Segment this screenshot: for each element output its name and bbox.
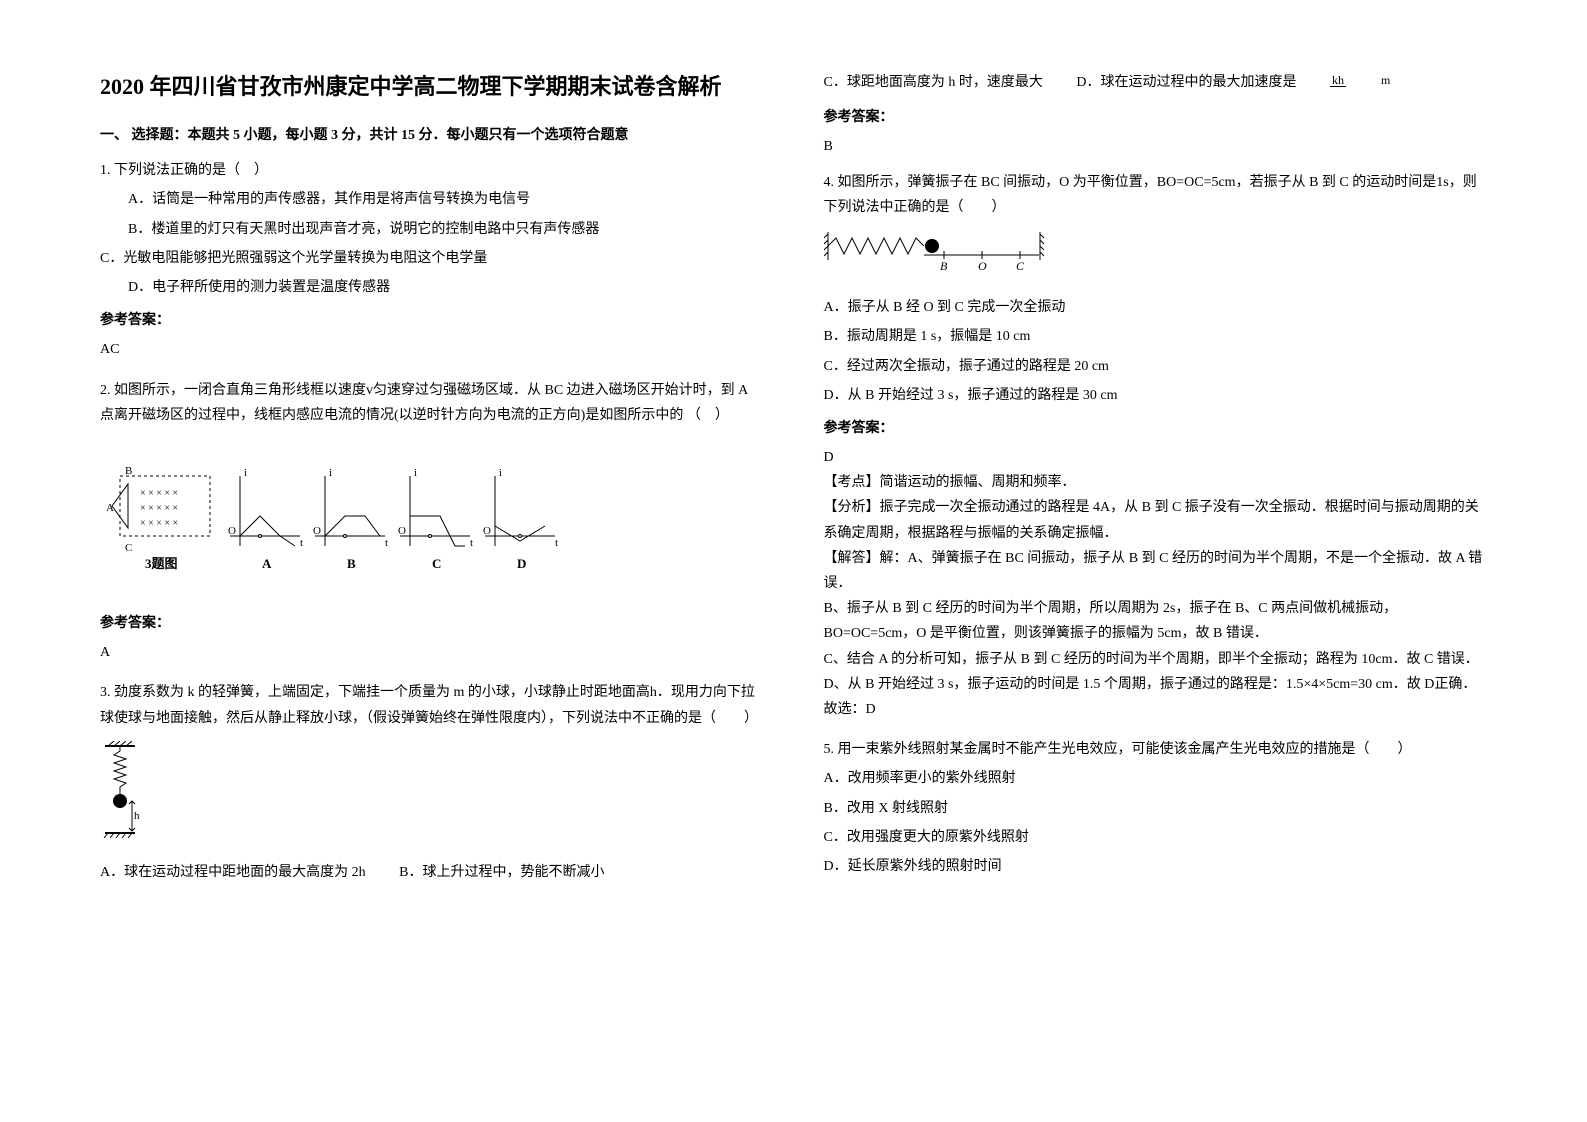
q4-figure: BOC: [824, 230, 1054, 281]
q1-ans: AC: [100, 337, 764, 362]
q3-opt-d: D．球在运动过程中的最大加速度是 kh m: [1076, 70, 1452, 95]
q3-opt-a: A．球在运动过程中距地面的最大高度为 2h: [100, 860, 366, 885]
svg-text:C: C: [1016, 259, 1025, 272]
q1-stem: 1. 下列说法正确的是（ ）: [100, 158, 764, 183]
q3-stem: 3. 劲度系数为 k 的轻弹簧，上端固定，下端挂一个质量为 m 的小球，小球静止…: [100, 680, 764, 730]
svg-text:B: B: [125, 465, 132, 477]
q3-opts-ab: A．球在运动过程中距地面的最大高度为 2h B．球上升过程中，势能不断减小: [100, 860, 764, 885]
q2-svg: × × × × × × × × × × × × × × ×: [100, 446, 560, 576]
q4-opt-d: D．从 B 开始经过 3 s，振子通过的路程是 30 cm: [824, 383, 1488, 408]
q4-exp-title: 【考点】简谐运动的振幅、周期和频率．: [824, 470, 1488, 495]
q3-d-frac: kh m: [1330, 74, 1422, 87]
svg-text:t: t: [385, 537, 388, 549]
q1-opt-c: C．光敏电阻能够把光照强弱这个光学量转换为电阻这个电学量: [100, 246, 764, 271]
svg-text:× × × × ×: × × × × ×: [140, 503, 178, 514]
question-4: 4. 如图所示，弹簧振子在 BC 间振动，O 为平衡位置，BO=OC=5cm，若…: [824, 170, 1488, 723]
q5-opt-a: A．改用频率更小的紫外线照射: [824, 766, 1488, 791]
svg-text:i: i: [329, 467, 332, 479]
q4-stem: 4. 如图所示，弹簧振子在 BC 间振动，O 为平衡位置，BO=OC=5cm，若…: [824, 170, 1488, 220]
frac-den: m: [1379, 74, 1392, 86]
left-column: 2020 年四川省甘孜市州康定中学高二物理下学期期末试卷含解析 一、 选择题：本…: [100, 70, 764, 1052]
q3-svg: h: [100, 741, 140, 841]
question-3: 3. 劲度系数为 k 的轻弹簧，上端固定，下端挂一个质量为 m 的小球，小球静止…: [100, 680, 764, 885]
q5-opt-b: B．改用 X 射线照射: [824, 796, 1488, 821]
svg-text:C: C: [432, 556, 441, 571]
q2-ans: A: [100, 640, 764, 665]
q4-exp-analysis: 【分析】振子完成一次全振动通过的路程是 4A，从 B 到 C 振子没有一次全振动…: [824, 495, 1488, 545]
doc-title: 2020 年四川省甘孜市州康定中学高二物理下学期期末试卷含解析: [100, 70, 764, 103]
svg-text:3题图: 3题图: [145, 556, 178, 571]
q4-exp-final: 故选：D: [824, 697, 1488, 722]
svg-text:O: O: [978, 259, 987, 272]
q1-opt-a: A．话筒是一种常用的声传感器，其作用是将声信号转换为电信号: [100, 187, 764, 212]
q3-opt-b: B．球上升过程中，势能不断减小: [399, 860, 604, 885]
q5-opt-c: C．改用强度更大的原紫外线照射: [824, 825, 1488, 850]
q5-stem: 5. 用一束紫外线照射某金属时不能产生光电效应，可能使该金属产生光电效应的措施是…: [824, 737, 1488, 762]
svg-text:O: O: [313, 525, 321, 537]
q1-ans-label: 参考答案：: [100, 308, 764, 333]
q2-figure: × × × × × × × × × × × × × × ×: [100, 438, 560, 584]
svg-text:h: h: [134, 810, 140, 822]
svg-text:t: t: [470, 537, 473, 549]
svg-text:t: t: [555, 537, 558, 549]
q3-d-text: D．球在运动过程中的最大加速度是: [1076, 70, 1296, 95]
q3-ans: B: [824, 134, 1488, 159]
frac-num: kh: [1330, 74, 1346, 87]
question-1: 1. 下列说法正确的是（ ） A．话筒是一种常用的声传感器，其作用是将声信号转换…: [100, 158, 764, 362]
svg-text:× × × × ×: × × × × ×: [140, 518, 178, 529]
q4-exp-b1: B、振子从 B 到 C 经历的时间为半个周期，所以周期为 2s，振子在 B、C …: [824, 596, 1488, 621]
q4-exp-a: 【解答】解：A、弹簧振子在 BC 间振动，振子从 B 到 C 经历的时间为半个周…: [824, 546, 1488, 596]
svg-text:i: i: [414, 467, 417, 479]
svg-text:C: C: [125, 542, 132, 554]
svg-text:O: O: [398, 525, 406, 537]
q3-opt-c: C．球距地面高度为 h 时，速度最大: [824, 70, 1043, 95]
svg-text:O: O: [483, 525, 491, 537]
svg-text:D: D: [517, 556, 526, 571]
svg-text:i: i: [244, 467, 247, 479]
q3-figure: h: [100, 741, 140, 850]
section-1-head: 一、 选择题：本题共 5 小题，每小题 3 分，共计 15 分．每小题只有一个选…: [100, 123, 764, 148]
q4-opt-a: A．振子从 B 经 O 到 C 完成一次全振动: [824, 295, 1488, 320]
q1-opt-b: B．楼道里的灯只有天黑时出现声音才亮，说明它的控制电路中只有声传感器: [100, 217, 764, 242]
question-5: 5. 用一束紫外线照射某金属时不能产生光电效应，可能使该金属产生光电效应的措施是…: [824, 737, 1488, 879]
question-2: 2. 如图所示，一闭合直角三角形线框以速度v匀速穿过匀强磁场区域．从 BC 边进…: [100, 378, 764, 666]
q4-exp-d: D、从 B 开始经过 3 s，振子运动的时间是 1.5 个周期，振子通过的路程是…: [824, 672, 1488, 697]
svg-text:B: B: [940, 259, 948, 272]
q5-opt-d: D．延长原紫外线的照射时间: [824, 854, 1488, 879]
right-column: C．球距地面高度为 h 时，速度最大 D．球在运动过程中的最大加速度是 kh m…: [824, 70, 1488, 1052]
q3-ans-label: 参考答案：: [824, 105, 1488, 130]
q2-stem: 2. 如图所示，一闭合直角三角形线框以速度v匀速穿过匀强磁场区域．从 BC 边进…: [100, 378, 764, 428]
q4-opt-b: B．振动周期是 1 s，振幅是 10 cm: [824, 324, 1488, 349]
svg-text:A: A: [106, 502, 114, 514]
svg-text:O: O: [228, 525, 236, 537]
svg-text:i: i: [499, 467, 502, 479]
q2-ans-label: 参考答案：: [100, 611, 764, 636]
svg-text:A: A: [262, 556, 272, 571]
q4-exp-c: C、结合 A 的分析可知，振子从 B 到 C 经历的时间为半个周期，即半个全振动…: [824, 647, 1488, 672]
svg-text:B: B: [347, 556, 356, 571]
q3-opts-cd: C．球距地面高度为 h 时，速度最大 D．球在运动过程中的最大加速度是 kh m: [824, 70, 1488, 95]
q4-ans: D: [824, 445, 1488, 470]
q4-ans-label: 参考答案：: [824, 416, 1488, 441]
q1-opt-d: D．电子秤所使用的测力装置是温度传感器: [100, 275, 764, 300]
svg-text:× × × × ×: × × × × ×: [140, 488, 178, 499]
q4-exp-b2: BO=OC=5cm，O 是平衡位置，则该弹簧振子的振幅为 5cm，故 B 错误．: [824, 621, 1488, 646]
q4-svg: BOC: [824, 230, 1054, 272]
svg-text:t: t: [300, 537, 303, 549]
q4-opt-c: C．经过两次全振动，振子通过的路程是 20 cm: [824, 354, 1488, 379]
